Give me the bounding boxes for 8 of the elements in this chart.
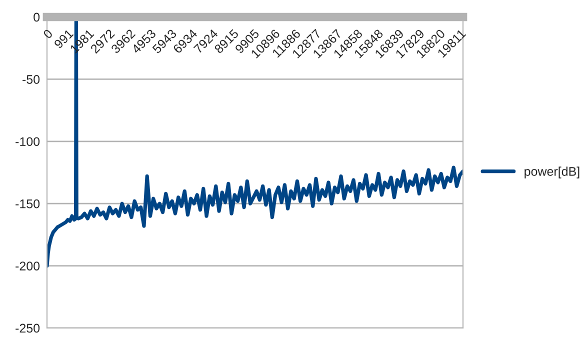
x-tick-label: 0 [42, 28, 54, 40]
y-tick-label: -200 [16, 262, 40, 270]
y-tick-label: -250 [16, 324, 40, 333]
legend-label: power[dB] [524, 166, 580, 178]
y-tick-label: -50 [22, 75, 40, 84]
y-tick-label: -150 [16, 199, 40, 208]
y-tick-label: 0 [34, 12, 40, 22]
y-tick-label: -100 [16, 137, 40, 146]
